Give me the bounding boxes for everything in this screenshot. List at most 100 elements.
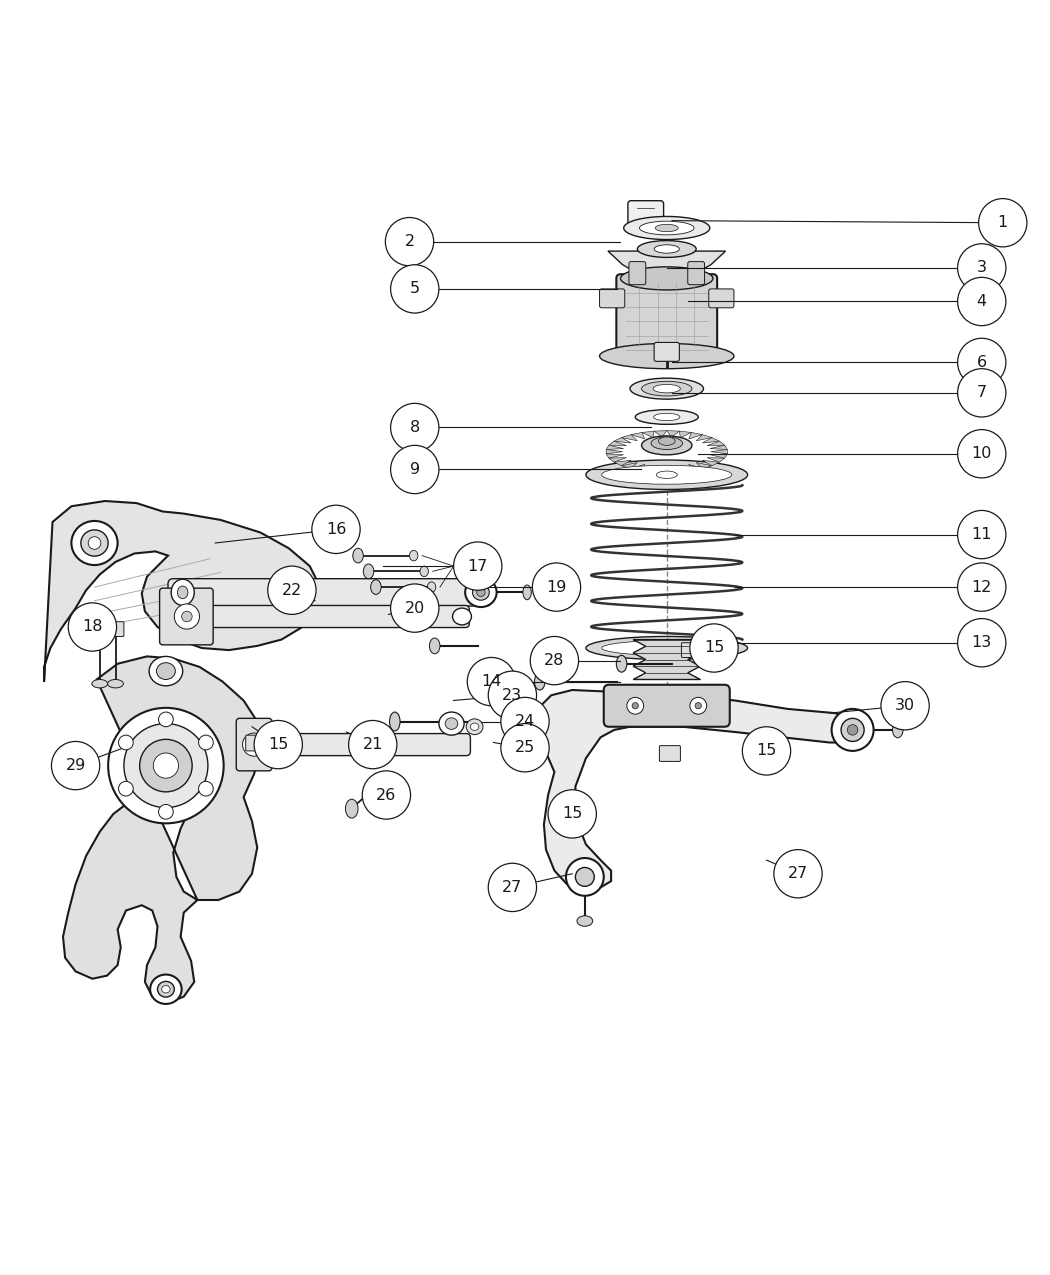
Text: 10: 10 xyxy=(971,446,992,462)
Ellipse shape xyxy=(472,584,489,601)
FancyBboxPatch shape xyxy=(168,579,491,606)
Ellipse shape xyxy=(363,564,374,579)
Ellipse shape xyxy=(162,986,170,993)
Text: 7: 7 xyxy=(976,385,987,400)
Text: 28: 28 xyxy=(544,653,565,668)
Circle shape xyxy=(832,709,874,751)
Polygon shape xyxy=(667,467,679,473)
FancyBboxPatch shape xyxy=(160,588,213,645)
Ellipse shape xyxy=(651,437,682,450)
Circle shape xyxy=(119,736,133,750)
Circle shape xyxy=(979,199,1027,247)
Text: 14: 14 xyxy=(481,674,502,688)
FancyBboxPatch shape xyxy=(628,200,664,226)
Text: 29: 29 xyxy=(65,759,86,773)
Circle shape xyxy=(575,867,594,886)
Circle shape xyxy=(243,733,266,756)
Circle shape xyxy=(198,782,213,796)
Ellipse shape xyxy=(637,241,696,258)
Text: 5: 5 xyxy=(410,282,420,296)
Ellipse shape xyxy=(353,548,363,564)
FancyBboxPatch shape xyxy=(239,733,470,756)
Circle shape xyxy=(627,697,644,714)
Circle shape xyxy=(501,697,549,746)
Polygon shape xyxy=(702,437,719,442)
Polygon shape xyxy=(606,450,623,454)
Circle shape xyxy=(51,742,100,789)
Text: 30: 30 xyxy=(895,699,916,713)
Polygon shape xyxy=(606,454,624,458)
Ellipse shape xyxy=(642,436,692,455)
Text: 19: 19 xyxy=(546,580,567,594)
Circle shape xyxy=(108,708,224,824)
Text: 27: 27 xyxy=(788,866,808,881)
Ellipse shape xyxy=(149,657,183,686)
Polygon shape xyxy=(654,467,667,473)
Ellipse shape xyxy=(653,385,680,393)
Polygon shape xyxy=(631,464,645,470)
Polygon shape xyxy=(707,441,724,446)
Ellipse shape xyxy=(586,636,748,659)
Circle shape xyxy=(174,604,200,629)
Polygon shape xyxy=(679,431,692,437)
Ellipse shape xyxy=(470,723,479,731)
Ellipse shape xyxy=(410,551,418,561)
Ellipse shape xyxy=(655,224,678,232)
Ellipse shape xyxy=(371,580,381,594)
Ellipse shape xyxy=(602,465,732,484)
Polygon shape xyxy=(614,437,631,442)
Ellipse shape xyxy=(642,381,692,397)
FancyBboxPatch shape xyxy=(91,622,108,636)
Circle shape xyxy=(467,658,516,706)
Text: 6: 6 xyxy=(976,354,987,370)
Circle shape xyxy=(501,724,549,771)
Circle shape xyxy=(958,430,1006,478)
FancyBboxPatch shape xyxy=(688,261,705,284)
Text: 11: 11 xyxy=(971,527,992,542)
Polygon shape xyxy=(702,460,719,465)
Circle shape xyxy=(198,736,213,750)
Polygon shape xyxy=(633,640,700,680)
Text: 26: 26 xyxy=(376,788,397,802)
Ellipse shape xyxy=(624,217,710,240)
Text: 9: 9 xyxy=(410,462,420,477)
Text: 17: 17 xyxy=(467,558,488,574)
Circle shape xyxy=(958,244,1006,292)
Circle shape xyxy=(159,805,173,819)
Polygon shape xyxy=(689,464,702,470)
Circle shape xyxy=(182,611,192,622)
Polygon shape xyxy=(696,463,712,469)
Ellipse shape xyxy=(81,530,108,556)
Polygon shape xyxy=(622,463,637,469)
Ellipse shape xyxy=(466,719,483,734)
Text: 23: 23 xyxy=(502,687,523,703)
Circle shape xyxy=(632,703,638,709)
Polygon shape xyxy=(609,441,627,446)
Circle shape xyxy=(488,671,537,719)
FancyBboxPatch shape xyxy=(681,643,707,658)
Polygon shape xyxy=(679,465,692,472)
Text: 18: 18 xyxy=(82,620,103,635)
Ellipse shape xyxy=(602,640,732,655)
Circle shape xyxy=(774,849,822,898)
Ellipse shape xyxy=(656,470,677,478)
Ellipse shape xyxy=(630,379,704,399)
FancyBboxPatch shape xyxy=(172,606,469,627)
Text: 12: 12 xyxy=(971,580,992,594)
Ellipse shape xyxy=(523,585,531,599)
Ellipse shape xyxy=(453,608,471,625)
Ellipse shape xyxy=(586,460,748,490)
Circle shape xyxy=(695,703,701,709)
Polygon shape xyxy=(631,432,645,439)
Text: 2: 2 xyxy=(404,235,415,249)
Ellipse shape xyxy=(616,655,627,672)
Polygon shape xyxy=(642,465,654,472)
Polygon shape xyxy=(533,690,869,890)
Ellipse shape xyxy=(427,581,436,593)
Circle shape xyxy=(566,858,604,896)
Circle shape xyxy=(159,711,173,727)
Ellipse shape xyxy=(648,468,686,482)
Ellipse shape xyxy=(578,915,592,926)
Polygon shape xyxy=(696,435,712,441)
Polygon shape xyxy=(711,450,728,454)
